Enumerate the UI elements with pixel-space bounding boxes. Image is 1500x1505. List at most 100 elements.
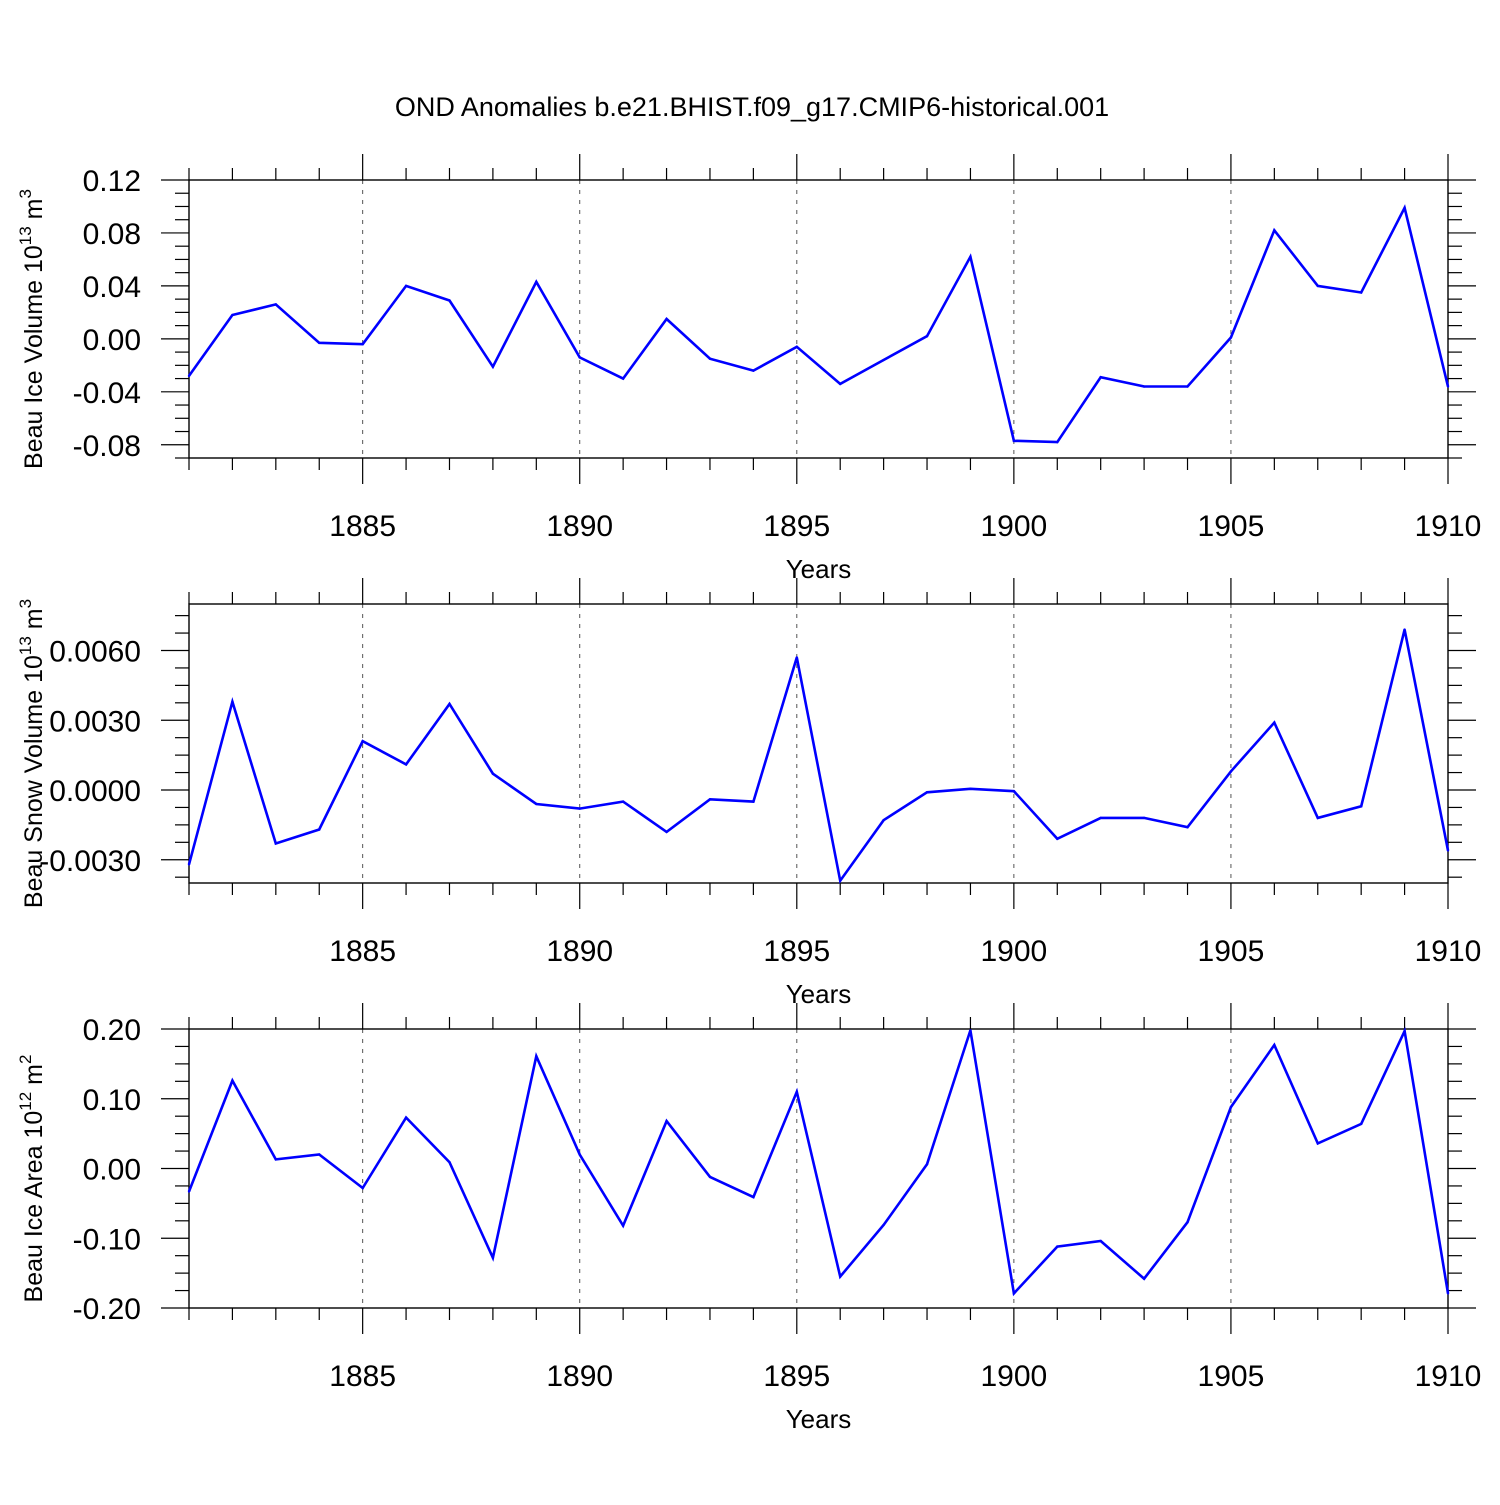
x-tick-label: 1890 — [546, 935, 613, 968]
data-point — [231, 313, 234, 317]
data-point — [665, 830, 668, 834]
data-point — [708, 798, 712, 801]
data-point — [231, 1079, 234, 1082]
data-point — [1186, 1221, 1189, 1224]
data-point — [274, 842, 278, 845]
data-point — [1316, 816, 1319, 820]
panel-1: 1885 1890 1895 1900 1905 1910 Years 0.12 0.08 0.0… — [16, 154, 1481, 584]
data-point — [969, 787, 972, 791]
data-point — [491, 772, 495, 775]
data-point — [404, 763, 408, 766]
data-point — [187, 863, 191, 866]
data-point — [795, 1090, 798, 1093]
data-point — [1403, 628, 1406, 631]
data-point — [361, 342, 364, 346]
data-point — [1316, 1142, 1319, 1145]
panel-2: 1885 1890 1895 1900 1905 1910 Years 0.0060 0.003… — [16, 578, 1481, 1009]
data-point — [448, 1161, 451, 1164]
y-tick-label: 0.00 — [83, 1154, 141, 1187]
data-point — [708, 1175, 712, 1179]
data-point — [318, 1153, 321, 1156]
data-point — [1186, 385, 1189, 388]
data-point — [1446, 849, 1450, 852]
x-tick-label: 1885 — [329, 510, 396, 543]
plot-frame — [188, 603, 1449, 884]
data-point — [448, 702, 451, 706]
data-point — [1229, 770, 1233, 773]
data-point — [839, 382, 842, 386]
data-point — [1273, 229, 1276, 232]
data-point — [1229, 1105, 1233, 1109]
data-point — [621, 1224, 625, 1227]
data-point — [1012, 439, 1016, 442]
data-point — [882, 1223, 885, 1227]
x-tick-label: 1910 — [1415, 510, 1482, 543]
data-point — [578, 807, 581, 810]
data-point — [1229, 336, 1233, 339]
data-point — [795, 345, 798, 348]
data-point — [361, 739, 364, 743]
data-point — [274, 303, 278, 306]
data-point — [1099, 376, 1102, 379]
data-point — [1142, 816, 1146, 820]
plot-frame — [188, 1028, 1449, 1309]
data-point — [795, 656, 798, 659]
data-point — [1446, 385, 1450, 388]
data-point — [969, 1029, 972, 1032]
data-point — [752, 1195, 755, 1199]
data-point — [839, 1275, 842, 1278]
x-axis-label: Years — [786, 1404, 852, 1434]
data-point — [1273, 1043, 1276, 1047]
data-point — [318, 341, 321, 345]
y-axis-label: Beau Snow Volume 1013 m3 — [16, 599, 48, 908]
data-point — [1446, 1292, 1450, 1295]
data-point — [1142, 385, 1146, 388]
data-point — [491, 1256, 495, 1259]
x-tick-label: 1890 — [546, 1360, 613, 1393]
y-tick-label: 0.0060 — [49, 636, 141, 669]
data-point — [708, 357, 712, 360]
y-tick-label: 0.0000 — [49, 775, 141, 808]
data-point — [621, 377, 625, 380]
data-point — [231, 700, 234, 703]
data-point — [1056, 1245, 1059, 1248]
y-tick-label: -0.20 — [73, 1293, 141, 1326]
data-point — [448, 299, 451, 302]
data-point — [1012, 1292, 1016, 1295]
data-point — [318, 828, 321, 831]
data-point — [361, 1186, 364, 1190]
y-axis-label: Beau Ice Volume 1013 m3 — [16, 189, 48, 469]
data-point — [969, 255, 972, 258]
x-tick-label: 1905 — [1198, 935, 1265, 968]
y-tick-label: 0.12 — [83, 165, 141, 198]
data-point — [925, 335, 929, 338]
y-tick-label: 0.08 — [83, 218, 141, 251]
data-point — [1099, 816, 1102, 820]
data-point — [1012, 789, 1016, 793]
y-tick-label: 0.04 — [83, 271, 141, 304]
data-point — [925, 1163, 929, 1166]
data-point — [882, 358, 885, 362]
plot-frame — [188, 179, 1449, 459]
x-tick-label: 1900 — [980, 1360, 1047, 1393]
data-point — [578, 1153, 581, 1156]
x-tick-label: 1895 — [763, 510, 830, 543]
data-point — [621, 800, 625, 803]
x-tick-label: 1900 — [980, 935, 1047, 968]
data-point — [925, 791, 929, 794]
y-tick-label: -0.0030 — [39, 845, 141, 878]
x-tick-label: 1910 — [1415, 1360, 1482, 1393]
y-tick-label: -0.04 — [73, 377, 141, 410]
data-point — [535, 280, 538, 284]
series-line — [187, 1026, 1450, 1297]
series-line — [187, 629, 1450, 884]
data-point — [274, 1158, 278, 1161]
x-tick-label: 1895 — [763, 1360, 830, 1393]
data-point — [404, 1116, 408, 1119]
y-tick-label: 0.0030 — [49, 705, 141, 738]
x-tick-label: 1905 — [1198, 1360, 1265, 1393]
series-line — [187, 204, 1450, 444]
x-tick-label: 1905 — [1198, 510, 1265, 543]
data-point — [752, 800, 755, 803]
